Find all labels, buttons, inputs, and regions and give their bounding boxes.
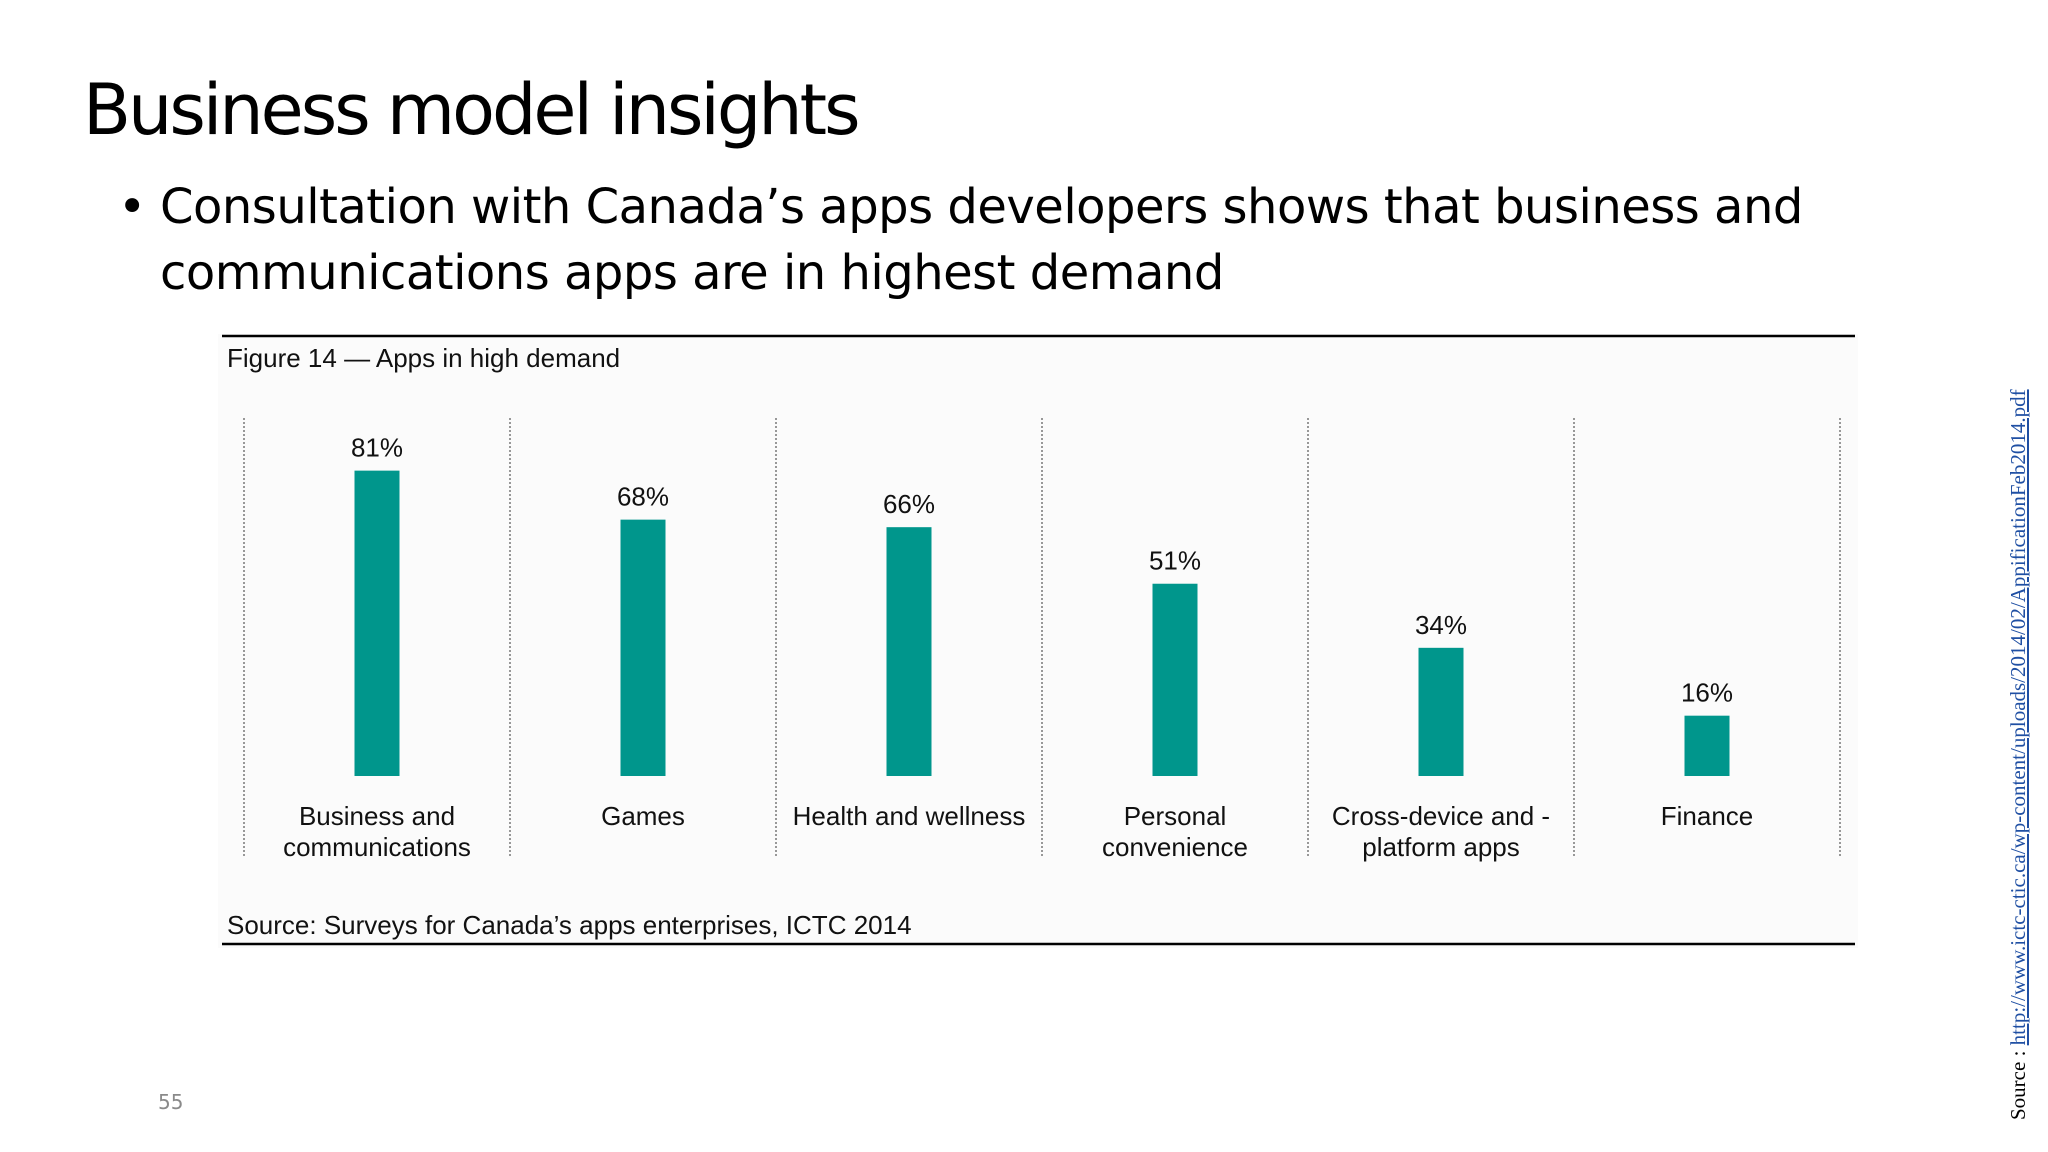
data-label: 16% [1681, 678, 1733, 708]
category-label: Cross-device and -platform apps [1332, 801, 1550, 862]
data-label: 81% [351, 433, 403, 463]
chart-title: Figure 14 — Apps in high demand [227, 343, 620, 373]
data-label: 68% [617, 482, 669, 512]
bar [1152, 583, 1198, 776]
chart-source: Source: Surveys for Canada’s apps enterp… [227, 910, 912, 940]
data-label: 66% [883, 489, 935, 519]
source-link[interactable]: http://www.ictc-ctic.ca/wp-content/uploa… [2006, 389, 2030, 1046]
slide-title: Business model insights [83, 69, 861, 151]
data-label: 51% [1149, 546, 1201, 576]
bar [886, 527, 932, 776]
category-label: Personal convenience [1102, 801, 1248, 862]
category-label: Finance [1661, 801, 1754, 831]
bullet-text: Consultation with Canada’s apps develope… [160, 179, 1803, 301]
category-label: Games [601, 801, 685, 831]
bar [354, 470, 400, 776]
source-citation: Source : http://www.ictc-ctic.ca/wp-cont… [2006, 389, 2031, 1120]
category-separators [243, 418, 1841, 858]
bullet-point: • Consultation with Canada’s apps develo… [118, 174, 1918, 306]
figure-background [218, 334, 1858, 948]
category-label: Business and communications [283, 801, 471, 862]
category-label: Health and wellness [793, 801, 1026, 831]
bar [1684, 715, 1730, 776]
source-prefix: Source : [2006, 1045, 2030, 1120]
page-number: 55 [158, 1090, 184, 1114]
data-label: 34% [1415, 610, 1467, 640]
value-labels-group: 81% 68% 66% 51% 34% 16% [351, 433, 1733, 708]
bullet-dot-icon: • [118, 179, 146, 235]
bar [620, 519, 666, 776]
bars-group [354, 470, 1730, 776]
category-labels-group: Business and communications Games Health an… [283, 801, 1753, 862]
bar [1418, 647, 1464, 776]
